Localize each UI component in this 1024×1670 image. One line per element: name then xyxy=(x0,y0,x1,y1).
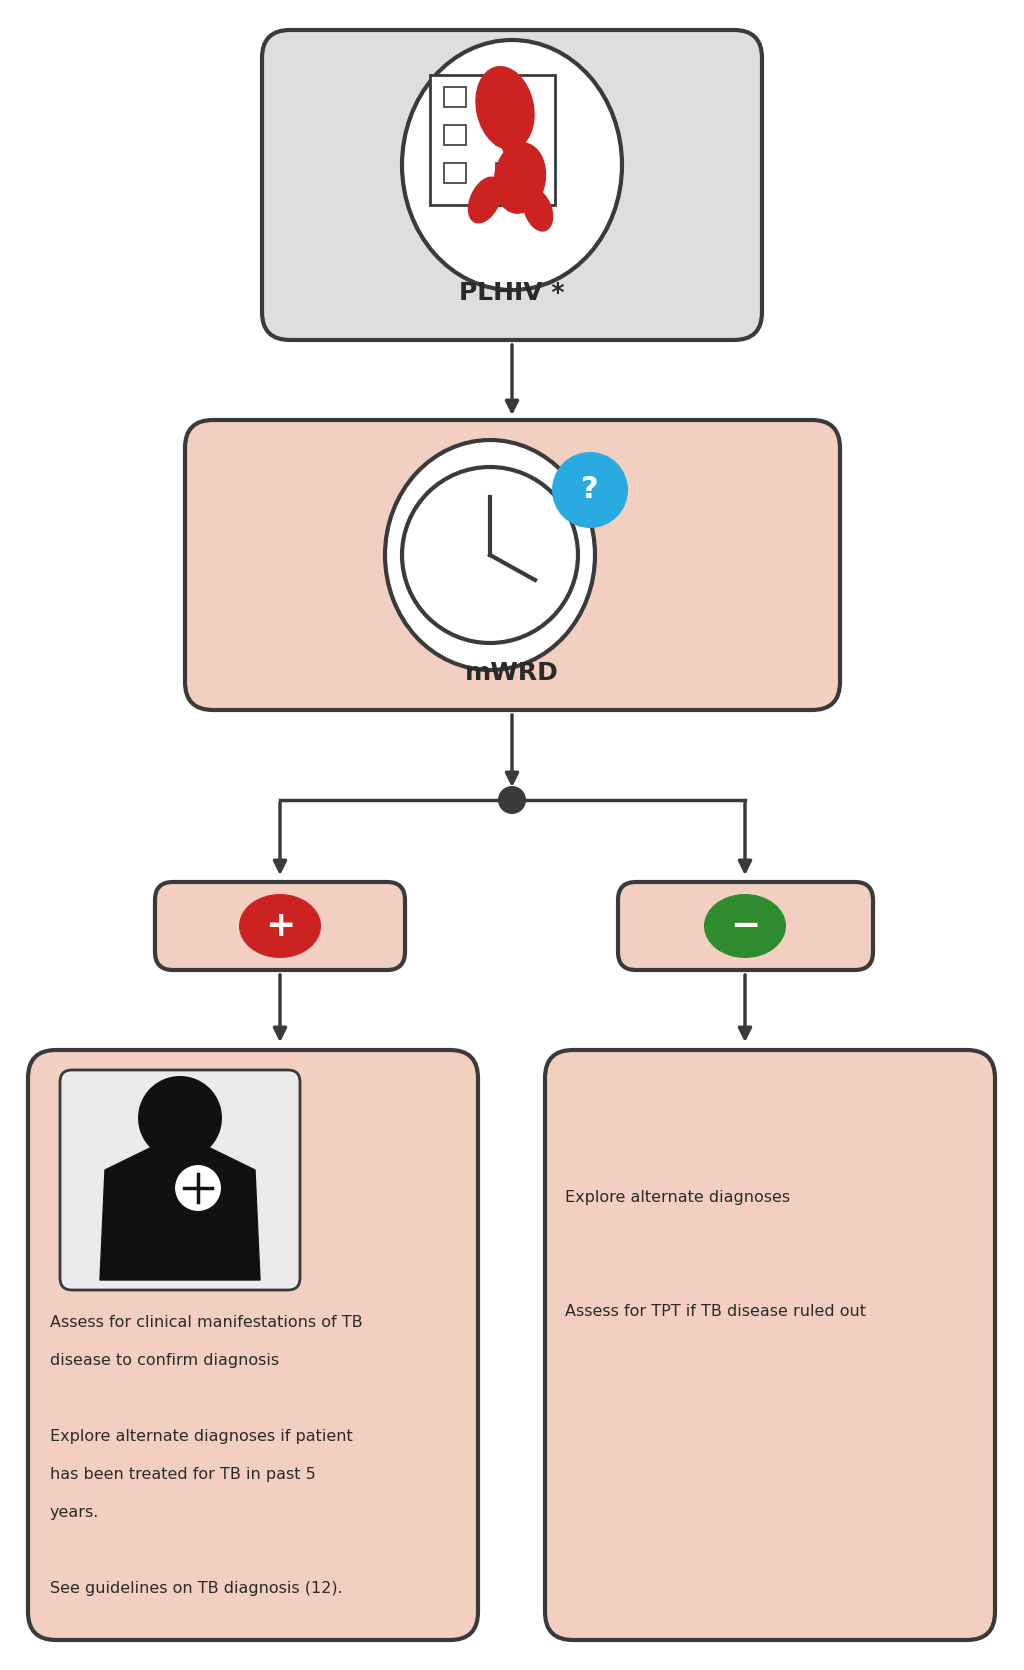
Circle shape xyxy=(138,1075,222,1161)
Ellipse shape xyxy=(494,142,546,214)
Bar xyxy=(444,125,466,145)
FancyBboxPatch shape xyxy=(545,1050,995,1640)
Text: Explore alternate diagnoses if patient: Explore alternate diagnoses if patient xyxy=(50,1430,352,1445)
Bar xyxy=(430,75,555,205)
Circle shape xyxy=(174,1164,222,1212)
Text: +: + xyxy=(265,908,295,944)
Text: PLHIV *: PLHIV * xyxy=(459,281,565,306)
FancyBboxPatch shape xyxy=(185,419,840,710)
FancyBboxPatch shape xyxy=(262,30,762,341)
Bar xyxy=(444,164,466,184)
Text: ?: ? xyxy=(582,476,599,504)
Ellipse shape xyxy=(239,893,321,959)
FancyBboxPatch shape xyxy=(60,1070,300,1289)
Text: Assess for clinical manifestations of TB: Assess for clinical manifestations of TB xyxy=(50,1314,362,1329)
Ellipse shape xyxy=(501,125,523,159)
Ellipse shape xyxy=(385,439,595,670)
Text: years.: years. xyxy=(50,1505,99,1520)
Text: mWRD: mWRD xyxy=(465,661,559,685)
Ellipse shape xyxy=(402,40,622,291)
Text: −: − xyxy=(730,908,760,944)
Ellipse shape xyxy=(705,893,786,959)
FancyBboxPatch shape xyxy=(618,882,873,970)
Text: Assess for TPT if TB disease ruled out: Assess for TPT if TB disease ruled out xyxy=(565,1304,866,1319)
Text: Explore alternate diagnoses: Explore alternate diagnoses xyxy=(565,1191,791,1206)
Circle shape xyxy=(552,453,628,528)
Text: disease to confirm diagnosis: disease to confirm diagnosis xyxy=(50,1353,280,1368)
Text: has been treated for TB in past 5: has been treated for TB in past 5 xyxy=(50,1466,315,1481)
Polygon shape xyxy=(100,1147,260,1279)
Bar xyxy=(496,125,518,145)
Ellipse shape xyxy=(475,67,535,150)
Bar xyxy=(444,87,466,107)
Bar xyxy=(496,164,518,184)
Ellipse shape xyxy=(523,189,553,232)
Circle shape xyxy=(498,787,526,813)
FancyBboxPatch shape xyxy=(28,1050,478,1640)
FancyBboxPatch shape xyxy=(155,882,406,970)
Bar xyxy=(496,87,518,107)
Ellipse shape xyxy=(468,177,502,224)
Text: See guidelines on TB diagnosis (12).: See guidelines on TB diagnosis (12). xyxy=(50,1581,343,1597)
